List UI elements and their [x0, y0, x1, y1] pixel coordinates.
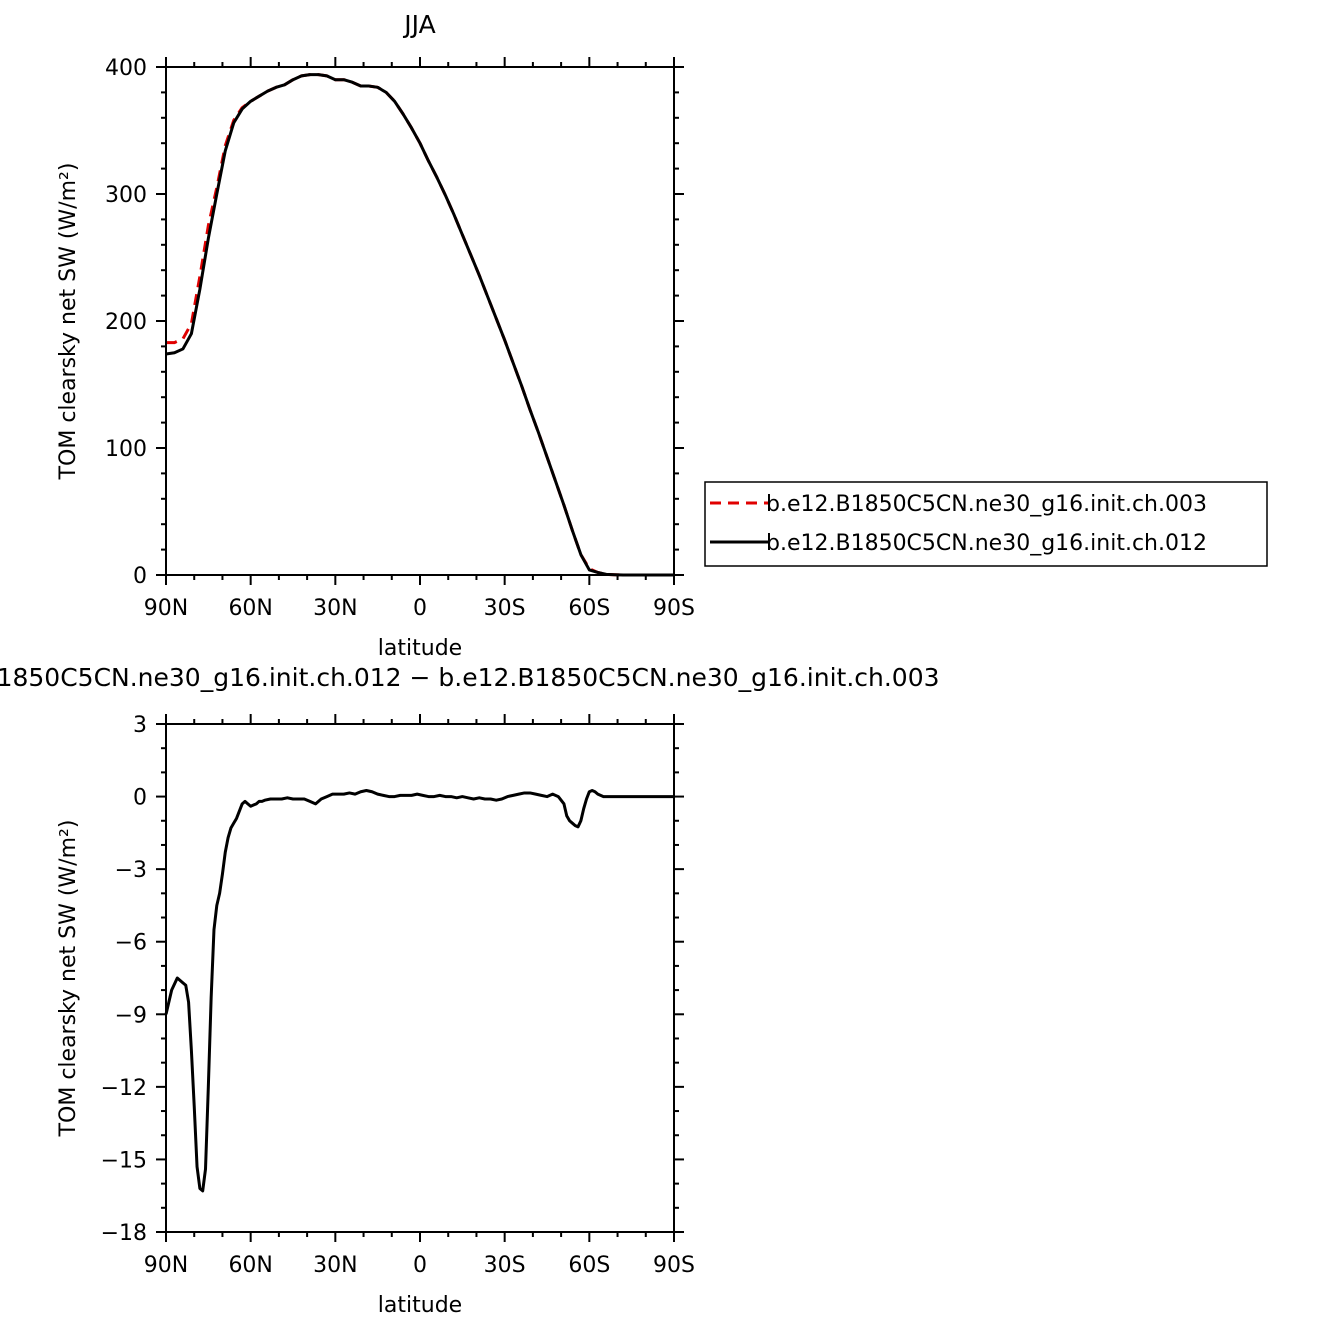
- top-y-tick-label: 400: [105, 56, 147, 81]
- bottom-y-axis-title: TOM clearsky net SW (W/m²): [56, 820, 81, 1138]
- bottom-x-tick-label: 30N: [313, 1253, 357, 1278]
- top-x-tick-label: 90S: [653, 596, 695, 621]
- top-y-axis-title: TOM clearsky net SW (W/m²): [56, 163, 81, 481]
- top-x-axis-title: latitude: [378, 636, 462, 661]
- top-x-tick-label: 60S: [568, 596, 610, 621]
- bottom-x-tick-label: 60S: [568, 1253, 610, 1278]
- bottom-y-tick-label: 3: [133, 713, 147, 738]
- bottom-y-tick-label: −9: [115, 1003, 147, 1028]
- top-x-tick-label: 90N: [144, 596, 188, 621]
- bottom-x-axis-title: latitude: [378, 1293, 462, 1318]
- bottom-x-tick-label: 0: [413, 1253, 427, 1278]
- legend-box: [704, 481, 1268, 567]
- top-series-line-2: [165, 73, 674, 577]
- top-plot-frame: [165, 66, 675, 576]
- bottom-ticks: 90N 60N 30N 0 30S 60S 90S 3 0 −3 −6 −9 −12 −15 −18: [101, 713, 695, 1278]
- legend-label-series-1: b.e12.B1850C5CN.ne30_g16.init.ch.003: [766, 492, 1207, 517]
- bottom-series-line-1: [164, 789, 674, 1193]
- bottom-panel: b.e12.B1850C5CN.ne30_g16.init.ch.012 − b…: [0, 663, 940, 1318]
- bottom-plot-frame: [165, 723, 675, 1233]
- top-ticks: 90N 60N 30N 0 30S 60S 90S 0 100 200 300 400: [105, 56, 695, 621]
- bottom-y-tick-label: −3: [115, 858, 147, 883]
- bottom-y-tick-label: −6: [115, 931, 147, 956]
- bottom-x-tick-label: 90N: [144, 1253, 188, 1278]
- top-y-tick-label: 0: [133, 564, 147, 589]
- bottom-y-tick-label: −18: [101, 1221, 147, 1246]
- bottom-x-tick-label: 60N: [228, 1253, 272, 1278]
- top-plot-title: JJA: [402, 10, 435, 39]
- top-y-tick-label: 100: [105, 437, 147, 462]
- bottom-x-tick-label: 30S: [484, 1253, 526, 1278]
- top-x-tick-label: 0: [413, 596, 427, 621]
- bottom-x-tick-label: 90S: [653, 1253, 695, 1278]
- legend-label-series-2: b.e12.B1850C5CN.ne30_g16.init.ch.012: [766, 531, 1207, 556]
- bottom-plot-title: b.e12.B1850C5CN.ne30_g16.init.ch.012 − b…: [0, 663, 940, 692]
- top-y-tick-label: 200: [105, 310, 147, 335]
- bottom-series-group: [164, 789, 674, 1193]
- top-y-tick-label: 300: [105, 183, 147, 208]
- top-series-line-1: [166, 73, 674, 577]
- bottom-y-tick-label: 0: [133, 786, 147, 811]
- top-x-tick-label: 30N: [313, 596, 357, 621]
- top-x-tick-label: 30S: [484, 596, 526, 621]
- top-series-group: [165, 73, 674, 577]
- top-x-tick-label: 60N: [228, 596, 272, 621]
- bottom-y-tick-label: −15: [101, 1148, 147, 1173]
- top-panel: JJA 90N 60N 30N 0 30S 60S 90S 0 100 200 300 400 lat…: [56, 10, 695, 661]
- bottom-y-tick-label: −12: [101, 1076, 147, 1101]
- legend: b.e12.B1850C5CN.ne30_g16.init.ch.003 b.e…: [704, 481, 1268, 567]
